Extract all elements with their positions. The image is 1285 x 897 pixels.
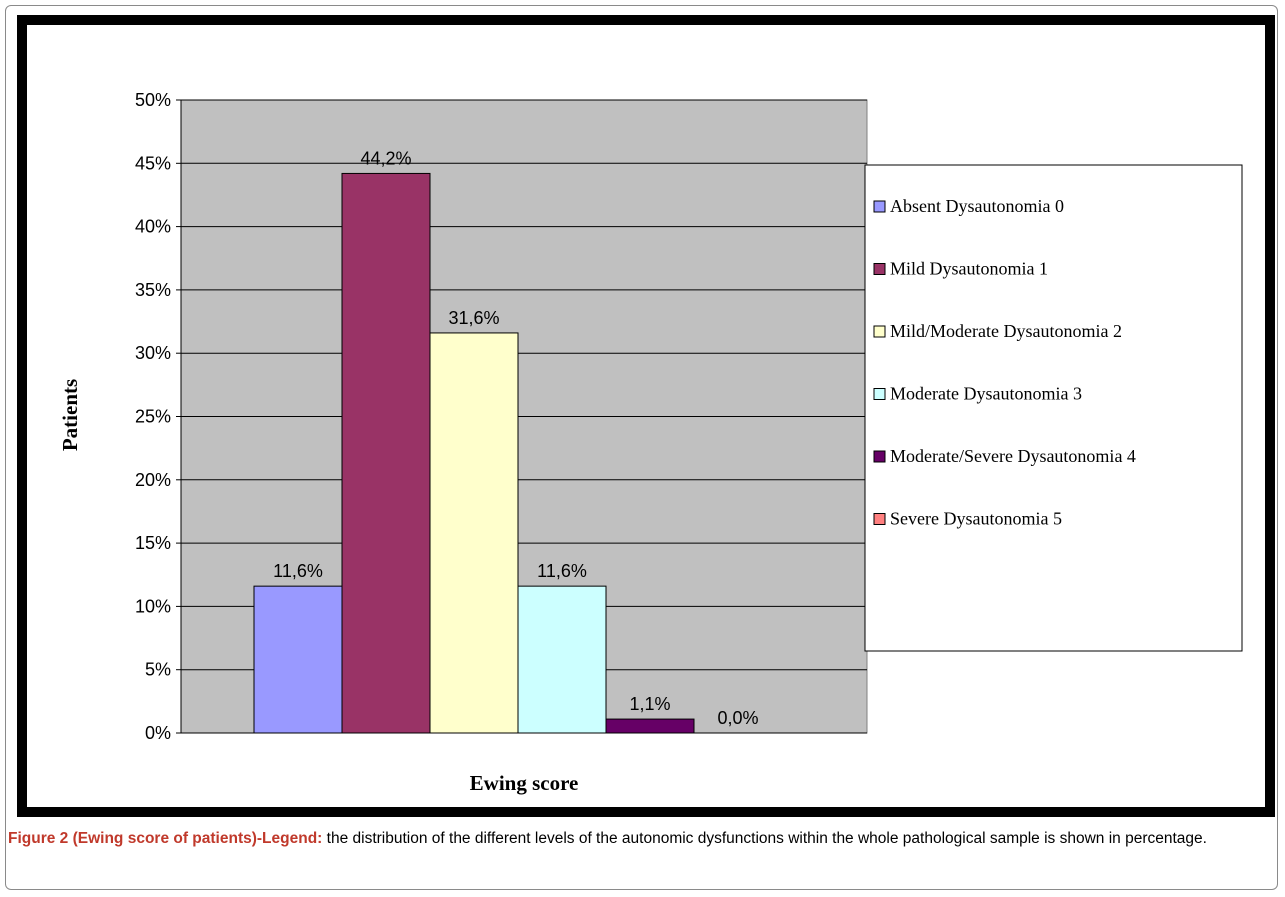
legend-label: Mild Dysautonomia 1 [890, 259, 1048, 279]
y-tick-label: 30% [135, 343, 171, 363]
y-tick-label: 10% [135, 596, 171, 616]
legend-label: Mild/Moderate Dysautonomia 2 [890, 321, 1122, 341]
x-axis-title: Ewing score [470, 771, 579, 795]
legend-label: Moderate/Severe Dysautonomia 4 [890, 446, 1136, 466]
y-tick-label: 0% [145, 723, 171, 743]
bar-value-label: 11,6% [537, 561, 587, 581]
legend-swatch [873, 388, 886, 400]
y-tick-label: 45% [135, 153, 171, 173]
y-tick-label: 25% [135, 407, 171, 427]
y-tick-label: 35% [135, 280, 171, 300]
y-tick-label: 15% [135, 533, 171, 553]
bar [517, 585, 607, 734]
bar-value-label: 31,6% [448, 308, 499, 328]
figure-caption: Figure 2 (Ewing score of patients)-Legen… [8, 827, 1274, 851]
legend-swatch [873, 513, 886, 525]
legend-label: Severe Dysautonomia 5 [890, 509, 1062, 529]
bar [253, 585, 343, 734]
legend-swatch [873, 325, 886, 338]
y-axis-title: Patients [58, 379, 82, 451]
caption-label: Figure 2 (Ewing score of patients)-Legen… [8, 830, 323, 847]
legend-label: Absent Dysautonomia 0 [890, 196, 1064, 216]
y-tick-label: 5% [145, 660, 171, 680]
bar-value-label: 11,6% [273, 561, 323, 581]
legend-box [864, 164, 1243, 652]
bar-value-label: 0,0% [717, 708, 758, 728]
data-labels: 11,6% 44,2% 31,6% 11,6% 1,1% 0,0% [273, 148, 758, 728]
y-tick-label: 40% [135, 217, 171, 237]
caption-text: the distribution of the different levels… [326, 830, 1207, 847]
y-tick-label: 20% [135, 470, 171, 490]
bar-value-label: 44,2% [360, 148, 411, 168]
bar [341, 172, 431, 734]
y-tick-label: 50% [135, 90, 171, 110]
bar-value-label: 1,1% [629, 694, 670, 714]
legend-label: Moderate Dysautonomia 3 [890, 384, 1082, 404]
legend: Absent Dysautonomia 0 Mild Dysautonomia 1… [873, 196, 1136, 529]
legend-swatch [873, 450, 886, 463]
chart: 0% 5% 10% 15% 20% 25% 30% 35% 40% 45% 50% 11,6% 44,… [17, 15, 1275, 817]
gridlines [181, 99, 867, 671]
legend-swatch [873, 200, 886, 213]
y-axis-ticks: 0% 5% 10% 15% 20% 25% 30% 35% 40% 45% 50% [135, 90, 181, 743]
bars [253, 172, 695, 734]
bar [605, 718, 695, 734]
bar [429, 332, 519, 734]
legend-swatch [873, 263, 886, 275]
